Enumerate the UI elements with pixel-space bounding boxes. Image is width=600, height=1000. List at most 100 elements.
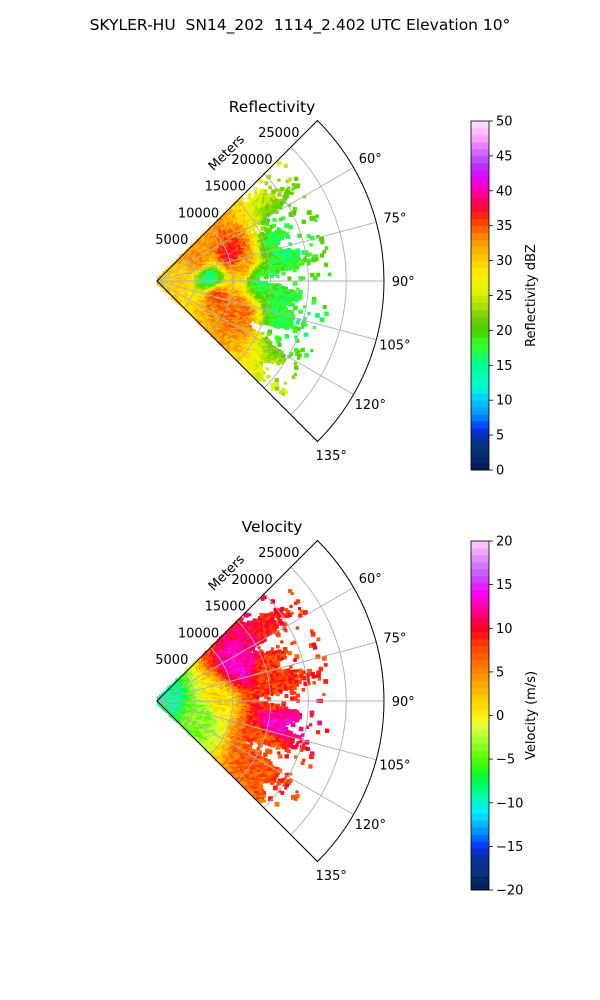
- data-cell: [258, 288, 263, 293]
- data-cell: [277, 297, 282, 303]
- data-cell: [268, 650, 273, 655]
- data-cell: [266, 617, 271, 622]
- data-cell: [276, 274, 280, 278]
- data-cell: [287, 203, 292, 207]
- data-cell: [290, 292, 294, 296]
- colorbar-segment: [471, 169, 489, 178]
- data-cell: [283, 311, 288, 316]
- grid-spoke: [156, 167, 354, 282]
- data-cell: [279, 201, 284, 206]
- data-cell: [257, 332, 262, 337]
- data-cell: [266, 175, 271, 180]
- data-cell: [267, 300, 273, 306]
- data-cell: [256, 208, 260, 212]
- data-cell: [276, 305, 280, 309]
- data-cell: [279, 252, 283, 257]
- data-cell: [257, 261, 262, 266]
- data-cell: [280, 259, 284, 264]
- data-cell: [285, 232, 289, 237]
- data-cell: [292, 640, 297, 645]
- data-cell: [184, 307, 188, 311]
- data-cell: [274, 299, 278, 304]
- colorbar-segment: [471, 183, 489, 192]
- data-cell: [255, 269, 260, 274]
- data-cell: [265, 320, 270, 326]
- data-cell: [255, 216, 260, 221]
- data-cell: [319, 317, 325, 323]
- data-cell: [273, 242, 277, 246]
- data-cell: [297, 607, 301, 611]
- data-cell: [274, 311, 279, 317]
- data-cell: [238, 222, 243, 227]
- data-cell: [271, 625, 277, 631]
- data-cell: [282, 392, 286, 396]
- data-cell: [296, 318, 301, 322]
- data-cell: [264, 210, 270, 215]
- data-cell: [274, 319, 280, 324]
- data-cell: [266, 627, 270, 631]
- data-cell: [277, 300, 281, 304]
- data-cell: [272, 196, 277, 200]
- data-cell: [238, 280, 243, 285]
- data-cell: [239, 277, 243, 281]
- data-cell: [320, 240, 325, 245]
- data-cell: [247, 324, 252, 330]
- colorbar-segment: [471, 141, 489, 150]
- data-cell: [262, 617, 267, 621]
- data-cell: [288, 352, 293, 357]
- data-cell: [276, 632, 281, 638]
- data-cell: [276, 322, 281, 327]
- data-cell: [262, 632, 267, 636]
- data-cell: [242, 343, 248, 349]
- data-cell: [265, 244, 269, 248]
- data-cell: [250, 313, 254, 317]
- data-cell: [281, 613, 286, 618]
- data-cell: [254, 241, 259, 245]
- data-cell: [260, 373, 264, 377]
- data-cell: [258, 271, 263, 275]
- data-cell: [265, 300, 269, 305]
- data-cell: [263, 249, 268, 253]
- colorbar-segment: [471, 246, 489, 255]
- colorbar-segment: [471, 295, 489, 303]
- data-cell: [248, 260, 253, 265]
- data-cell: [249, 363, 254, 368]
- data-cell: [253, 348, 259, 353]
- data-cell: [257, 248, 261, 253]
- data-cell: [263, 379, 266, 383]
- data-cell: [280, 236, 284, 241]
- data-cell: [263, 628, 268, 633]
- colorbar-segment: [471, 421, 489, 429]
- data-cell: [310, 235, 315, 241]
- data-cell: [303, 259, 307, 263]
- data-cell: [288, 212, 294, 217]
- data-cell: [281, 305, 287, 311]
- data-cell: [283, 309, 289, 314]
- data-cell: [278, 359, 282, 363]
- data-cell: [290, 316, 296, 321]
- data-cell: [273, 253, 277, 258]
- data-cell: [239, 317, 243, 321]
- data-cell: [256, 651, 261, 655]
- data-cell: [257, 265, 262, 269]
- data-cell: [285, 302, 290, 306]
- data-cell: [273, 233, 278, 238]
- data-cell: [310, 632, 316, 637]
- data-cell: [272, 288, 277, 292]
- theta-tick-label: 105°: [379, 339, 410, 354]
- data-cell: [279, 323, 284, 329]
- data-cell: [278, 288, 283, 293]
- data-cell: [314, 254, 319, 259]
- data-cell: [253, 312, 258, 317]
- data-cell: [198, 320, 203, 326]
- data-cell: [247, 310, 252, 315]
- data-cell: [266, 212, 271, 217]
- data-cell: [264, 313, 269, 318]
- data-cell: [274, 630, 280, 635]
- data-cell: [250, 288, 254, 292]
- data-cell: [324, 246, 329, 250]
- data-cell: [204, 326, 209, 332]
- data-cell: [327, 272, 332, 277]
- data-cell: [285, 258, 290, 263]
- data-cell: [256, 255, 260, 259]
